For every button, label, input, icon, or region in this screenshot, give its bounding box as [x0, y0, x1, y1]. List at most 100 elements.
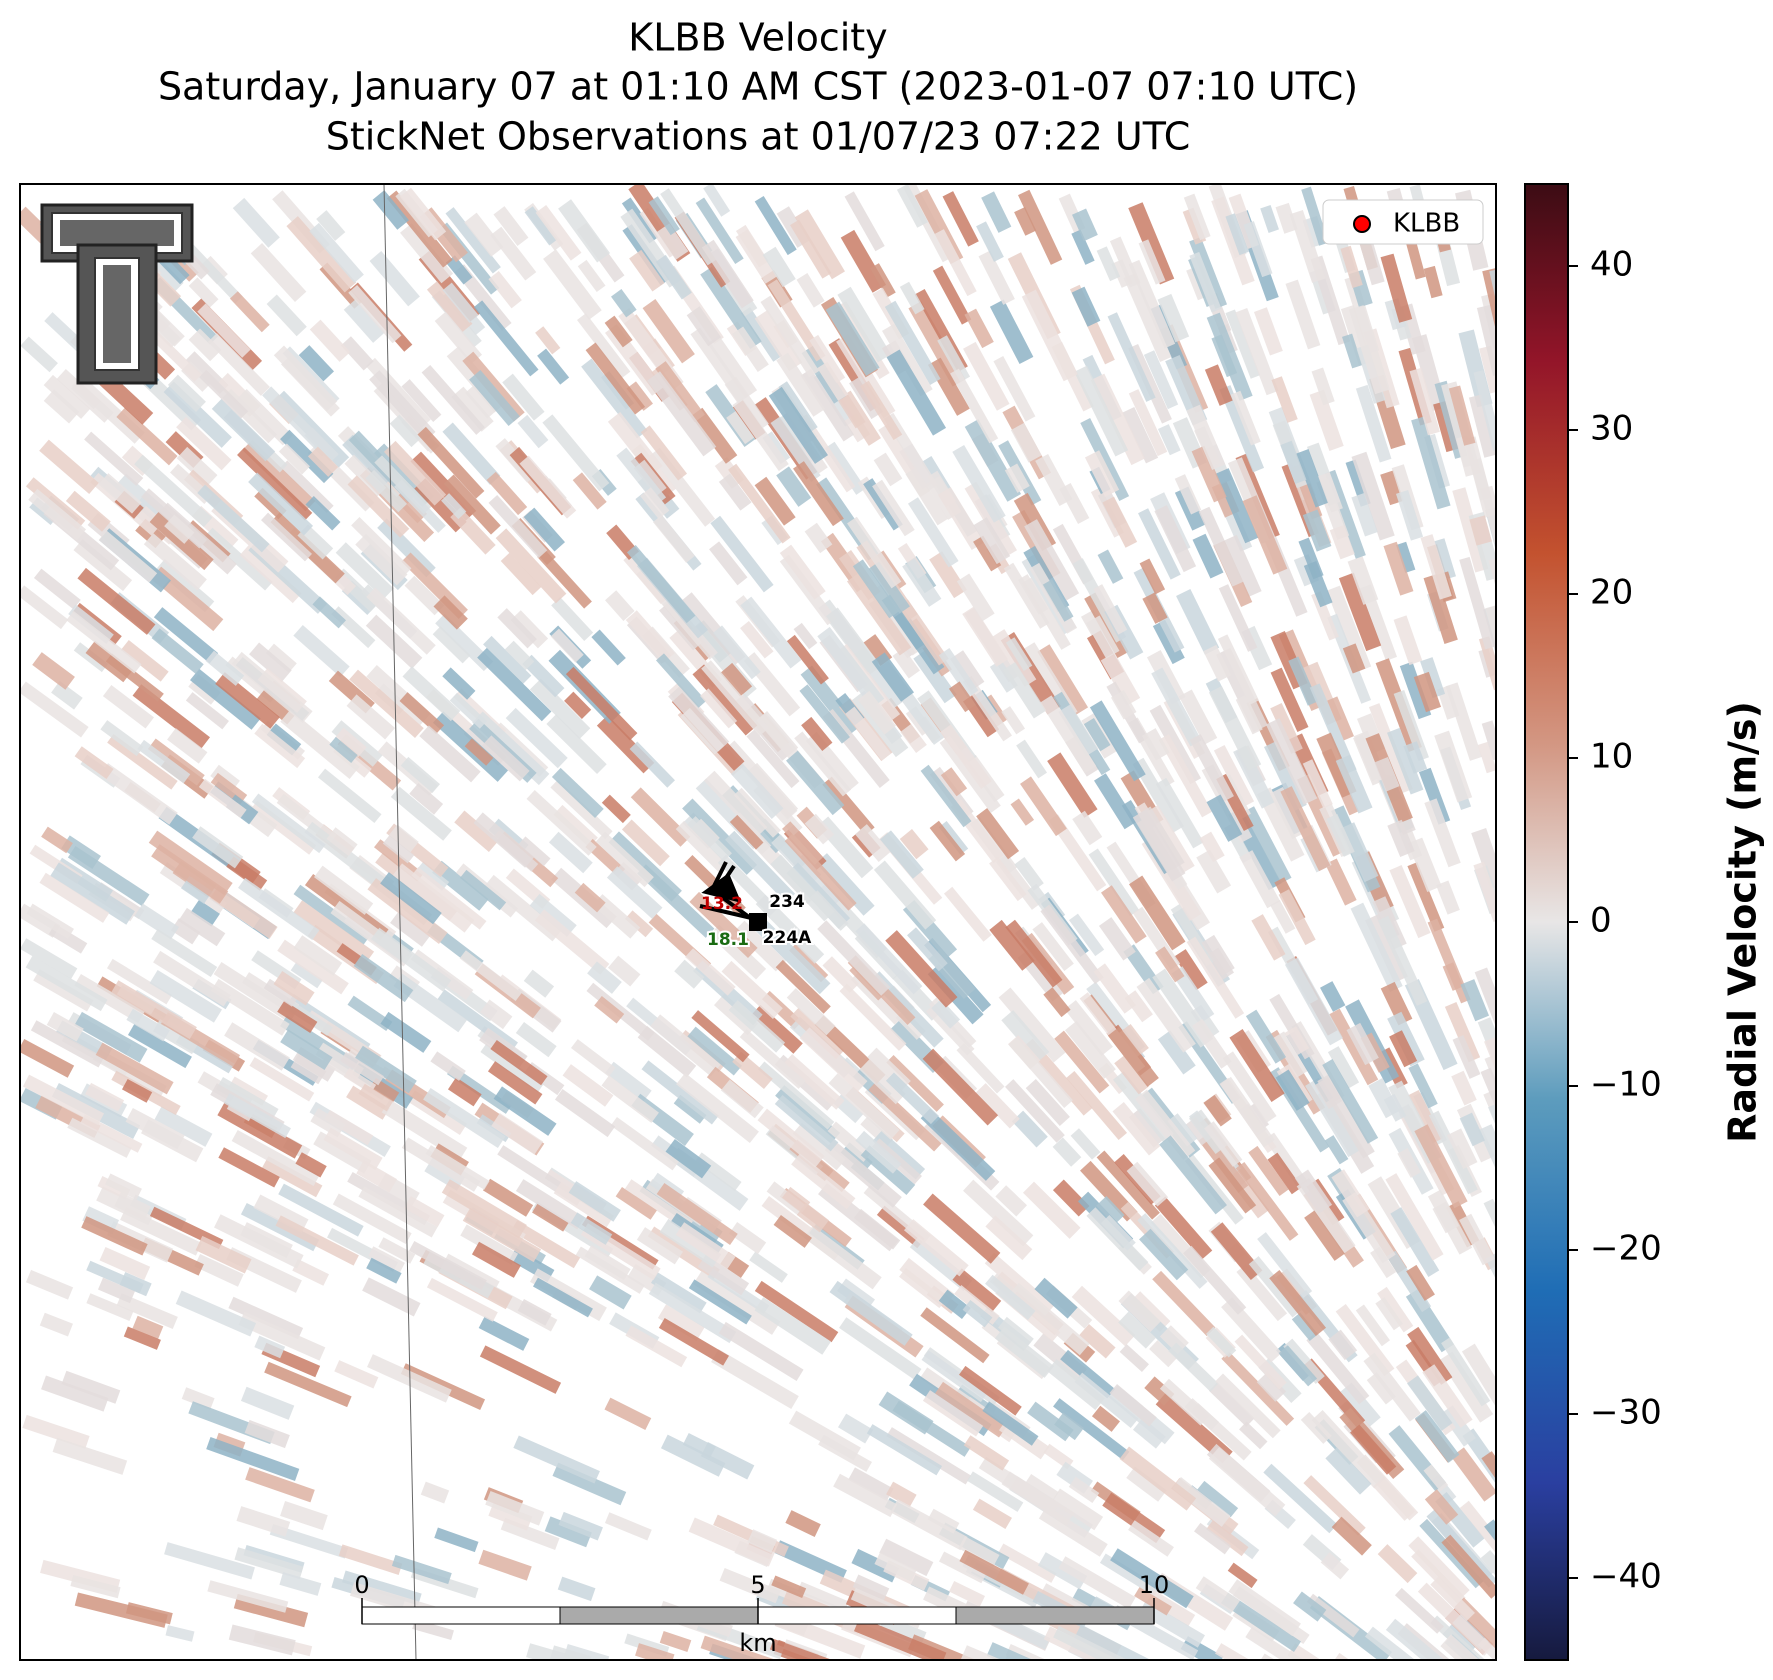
radar-gate: [902, 558, 942, 607]
radar-gate: [1423, 1464, 1449, 1492]
radar-gate: [665, 1138, 712, 1179]
radar-gate: [1189, 734, 1234, 803]
radar-gate: [604, 1397, 652, 1430]
radar-gate: [481, 735, 530, 782]
radar-gate: [956, 573, 995, 622]
radar-gate: [1325, 858, 1357, 906]
radar-gate: [451, 386, 494, 432]
radar-gate: [1048, 814, 1107, 892]
radar-gate: [1230, 390, 1261, 446]
radar-gate: [1217, 634, 1259, 705]
radar-gate: [417, 426, 485, 499]
radar-gate: [1064, 1000, 1113, 1056]
radar-gate: [210, 772, 248, 805]
radar-gate: [347, 995, 393, 1032]
radar-gate: [637, 1025, 697, 1078]
radar-gate: [1060, 1349, 1116, 1399]
radar-gate: [728, 1222, 767, 1255]
radar-gate: [1070, 1128, 1101, 1160]
radar-gate: [236, 1506, 291, 1537]
radar-gate: [826, 607, 880, 672]
radar-gate: [1411, 416, 1451, 510]
radar-gate: [713, 625, 761, 680]
radar-gate: [587, 961, 622, 994]
radar-gate: [803, 1225, 882, 1290]
radar-gate: [927, 357, 970, 416]
radar-gate: [1368, 1078, 1400, 1119]
radar-gate: [1128, 1108, 1165, 1148]
radar-gate: [552, 1462, 627, 1506]
radar-gate: [98, 473, 142, 514]
radar-gate: [675, 820, 728, 873]
colorbar-tick-label: 40: [1590, 245, 1633, 285]
radar-gate: [1278, 889, 1316, 946]
radar-gate: [1058, 704, 1099, 757]
radar-gate: [1304, 1210, 1345, 1261]
radar-gate: [963, 1435, 1010, 1471]
radar-gate: [992, 629, 1037, 687]
radar-gate: [205, 650, 245, 686]
radar-gate: [263, 978, 299, 1007]
radar-gate: [675, 1222, 736, 1270]
radar-gate: [1206, 1326, 1237, 1358]
radar-gate: [52, 1437, 128, 1475]
radar-gate: [1409, 367, 1440, 436]
radar-gate: [1418, 767, 1451, 825]
radar-gate: [1157, 1030, 1196, 1075]
radar-gate: [1005, 1643, 1088, 1660]
radar-gate: [1328, 1329, 1358, 1361]
radar-gate: [224, 1022, 290, 1071]
radar-gate: [1280, 440, 1307, 485]
radar-gate: [223, 1093, 291, 1139]
radar-gate: [323, 1127, 383, 1171]
radar-gate: [989, 299, 1034, 364]
radar-gate: [197, 484, 270, 553]
radar-gate: [164, 1542, 255, 1580]
radar-gate: [746, 762, 799, 818]
radar-gate: [1451, 1070, 1477, 1106]
radar-gate: [207, 333, 270, 396]
radar-gate: [532, 1203, 569, 1232]
radar-gate: [120, 1207, 202, 1256]
radar-gate: [857, 690, 897, 735]
radar-gate: [358, 1186, 438, 1238]
scale-segment: [559, 1606, 759, 1625]
radar-gate: [178, 907, 226, 947]
radar-gate: [1441, 1337, 1491, 1407]
radar-gate: [1099, 1553, 1160, 1597]
radar-gate: [197, 303, 251, 358]
radar-gate: [469, 369, 520, 427]
radar-gate: [442, 282, 479, 323]
radar-gate: [264, 1361, 352, 1408]
radar-gate: [535, 326, 561, 355]
radar-gate: [1149, 704, 1202, 785]
radar-gate: [825, 301, 880, 376]
radar-gate: [958, 1365, 1022, 1416]
radar-gate: [1042, 579, 1074, 622]
radar-gate: [703, 184, 731, 217]
radar-gate: [290, 961, 323, 989]
radar-gate: [1452, 1035, 1481, 1079]
radar-gate: [537, 549, 592, 609]
radar-gate: [533, 1277, 593, 1318]
radar-gate: [1091, 1405, 1120, 1432]
radar-gate: [845, 706, 892, 761]
radar-gate: [900, 723, 927, 753]
radar-gate: [1441, 1534, 1496, 1599]
radar-gate: [829, 1280, 913, 1346]
radar-gate: [1288, 656, 1318, 706]
scale-segment: [361, 1606, 561, 1625]
radar-gate: [740, 596, 802, 669]
radar-gate: [441, 493, 467, 520]
radar-gate: [1024, 519, 1080, 601]
radar-gate: [860, 380, 903, 440]
radar-gate: [454, 810, 500, 853]
radar-gate: [1331, 1169, 1370, 1218]
radar-gate: [329, 736, 358, 763]
radar-gate: [1294, 1169, 1333, 1214]
radar-gate: [355, 533, 408, 586]
radar-gate: [1001, 706, 1026, 735]
colorbar-tick-label: 0: [1590, 901, 1612, 941]
radar-gate: [1320, 1552, 1350, 1580]
radar-gate: [147, 738, 205, 786]
